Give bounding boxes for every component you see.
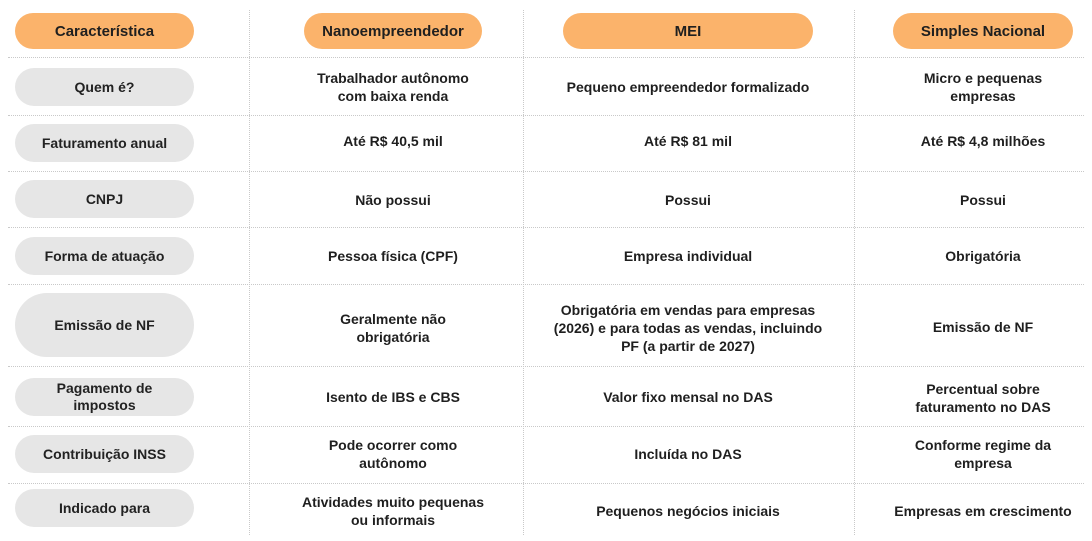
row-label-forma-de-atuacao: Forma de atuação (15, 237, 194, 275)
header-nanoempreendedor: Nanoempreendedor (304, 13, 482, 49)
cell-simples: Emissão de NF (932, 319, 1034, 335)
cell-mei: Obrigatória em vendas para empresas (202… (553, 302, 823, 354)
row-divider (8, 115, 1084, 116)
cell-simples: Até R$ 4,8 milhões (920, 133, 1046, 149)
cell-mei: Até R$ 81 mil (644, 133, 732, 149)
row-divider (8, 284, 1084, 285)
cell-nano: Atividades muito pequenas ou informais (301, 494, 485, 528)
row-divider (8, 426, 1084, 427)
cell-nano: Isento de IBS e CBS (326, 389, 460, 405)
cell-mei: Pequeno empreendedor formalizado (566, 79, 810, 95)
row-label-faturamento-anual: Faturamento anual (15, 124, 194, 162)
header-mei: MEI (563, 13, 813, 49)
row-divider (8, 57, 1084, 58)
cell-nano: Pode ocorrer como autônomo (328, 437, 458, 471)
cell-nano: Até R$ 40,5 mil (343, 133, 443, 149)
column-divider (523, 10, 524, 535)
row-divider (8, 366, 1084, 367)
cell-simples: Empresas em crescimento (894, 503, 1072, 519)
header-characteristic: Característica (15, 13, 194, 49)
cell-mei: Empresa individual (623, 248, 753, 264)
row-label-pagamento-de-impostos: Pagamento de impostos (15, 378, 194, 416)
column-divider (854, 10, 855, 535)
cell-mei: Incluída no DAS (634, 446, 742, 462)
row-label-indicado-para: Indicado para (15, 489, 194, 527)
cell-mei: Pequenos negócios iniciais (596, 503, 780, 519)
cell-nano: Trabalhador autônomo com baixa renda (317, 70, 469, 104)
cell-simples: Micro e pequenas empresas (923, 70, 1043, 104)
cell-simples: Possui (960, 192, 1006, 208)
cell-nano: Pessoa física (CPF) (328, 248, 458, 264)
row-label-cnpj: CNPJ (15, 180, 194, 218)
header-simples-nacional: Simples Nacional (893, 13, 1073, 49)
cell-simples: Percentual sobre faturamento no DAS (915, 381, 1051, 415)
row-divider (8, 483, 1084, 484)
column-divider (249, 10, 250, 535)
cell-mei: Valor fixo mensal no DAS (603, 389, 773, 405)
cell-simples: Obrigatória (945, 248, 1021, 264)
cell-nano: Não possui (355, 192, 431, 208)
row-label-quem-e: Quem é? (15, 68, 194, 106)
cell-mei: Possui (665, 192, 711, 208)
row-divider (8, 171, 1084, 172)
row-label-contribuicao-inss: Contribuição INSS (15, 435, 194, 473)
row-divider (8, 227, 1084, 228)
row-label-emissao-de-nf: Emissão de NF (15, 293, 194, 357)
cell-nano: Geralmente não obrigatória (340, 311, 446, 345)
cell-simples: Conforme regime da empresa (914, 437, 1052, 471)
